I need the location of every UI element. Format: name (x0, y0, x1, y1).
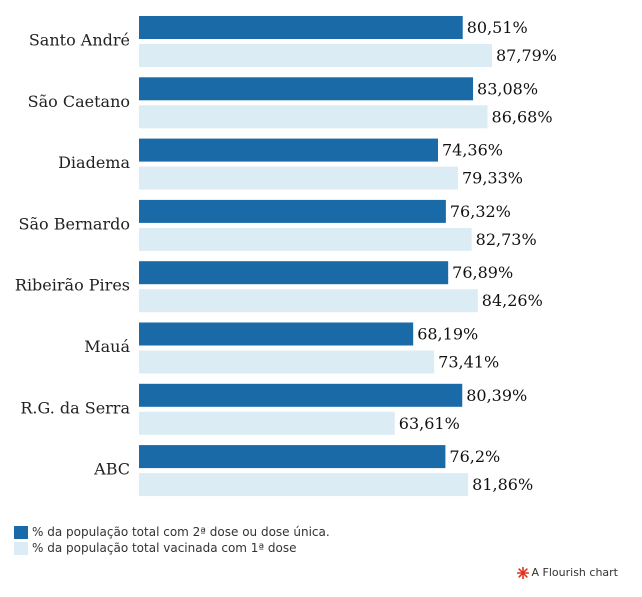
bar-second-dose-sao-bernardo[interactable] (139, 199, 446, 223)
value-label-second-dose-diadema: 74,36% (442, 141, 503, 160)
value-label-first-dose-diadema: 79,33% (462, 169, 523, 188)
value-label-second-dose-r-g-da-serra: 80,39% (466, 386, 527, 405)
bar-first-dose-sao-caetano[interactable] (139, 105, 488, 129)
bar-second-dose-maua[interactable] (139, 322, 414, 346)
value-label-first-dose-santo-andre: 87,79% (496, 46, 557, 65)
flourish-ray (517, 567, 522, 572)
bar-second-dose-r-g-da-serra[interactable] (139, 383, 463, 407)
value-label-second-dose-abc: 76,2% (449, 447, 500, 466)
value-label-first-dose-maua: 73,41% (438, 353, 499, 372)
legend-item-second-dose[interactable]: % da população total com 2ª dose ou dose… (14, 524, 330, 540)
value-label-first-dose-sao-bernardo: 82,73% (476, 230, 537, 249)
category-label-abc: ABC (93, 460, 130, 479)
value-label-second-dose-sao-bernardo: 76,32% (450, 202, 511, 221)
flourish-attribution-text: A Flourish chart (531, 566, 618, 579)
legend-item-first-dose[interactable]: % da população total vacinada com 1ª dos… (14, 540, 330, 556)
bar-second-dose-abc[interactable] (139, 445, 446, 469)
bar-second-dose-sao-caetano[interactable] (139, 77, 474, 101)
bar-chart: Santo André 80,51% 87,79% São Caetano 83,08%… (15, 16, 557, 497)
flourish-ray (523, 573, 528, 578)
bar-first-dose-diadema[interactable] (139, 166, 458, 190)
flourish-ray (523, 567, 528, 572)
value-label-second-dose-ribeirao-pires: 76,89% (452, 263, 513, 282)
legend-swatch-first-dose (14, 541, 28, 555)
value-label-second-dose-sao-caetano: 83,08% (477, 79, 538, 98)
bar-first-dose-r-g-da-serra[interactable] (139, 411, 395, 435)
labels-layer: Santo André 80,51% 87,79% São Caetano 83,08%… (15, 18, 557, 494)
category-label-santo-andre: Santo André (29, 31, 130, 50)
legend-swatch-second-dose (14, 525, 28, 539)
value-label-second-dose-maua: 68,19% (417, 325, 478, 344)
bar-second-dose-ribeirao-pires[interactable] (139, 261, 449, 285)
legend: % da população total com 2ª dose ou dose… (14, 524, 330, 556)
category-label-sao-caetano: São Caetano (28, 92, 130, 111)
category-label-sao-bernardo: São Bernardo (19, 214, 130, 233)
bar-first-dose-abc[interactable] (139, 473, 469, 497)
value-label-first-dose-ribeirao-pires: 84,26% (482, 291, 543, 310)
flourish-attribution[interactable]: A Flourish chart (516, 566, 618, 579)
bar-second-dose-diadema[interactable] (139, 138, 438, 162)
flourish-logo-icon (516, 566, 529, 579)
value-label-second-dose-santo-andre: 80,51% (467, 18, 528, 37)
value-label-first-dose-r-g-da-serra: 63,61% (399, 414, 460, 433)
bar-first-dose-sao-bernardo[interactable] (139, 227, 472, 251)
bar-second-dose-santo-andre[interactable] (139, 16, 463, 39)
bars-layer (139, 16, 492, 497)
category-label-maua: Mauá (84, 337, 130, 356)
value-label-first-dose-abc: 81,86% (472, 475, 533, 494)
legend-label-second-dose: % da população total com 2ª dose ou dose… (32, 525, 330, 539)
category-label-ribeirao-pires: Ribeirão Pires (15, 276, 130, 295)
flourish-ray (517, 573, 522, 578)
bar-first-dose-ribeirao-pires[interactable] (139, 289, 478, 313)
legend-label-first-dose: % da população total vacinada com 1ª dos… (32, 541, 297, 555)
category-label-diadema: Diadema (58, 153, 130, 172)
bar-first-dose-maua[interactable] (139, 350, 435, 374)
category-label-r-g-da-serra: R.G. da Serra (20, 398, 130, 417)
value-label-first-dose-sao-caetano: 86,68% (492, 107, 553, 126)
bar-first-dose-santo-andre[interactable] (139, 44, 492, 67)
